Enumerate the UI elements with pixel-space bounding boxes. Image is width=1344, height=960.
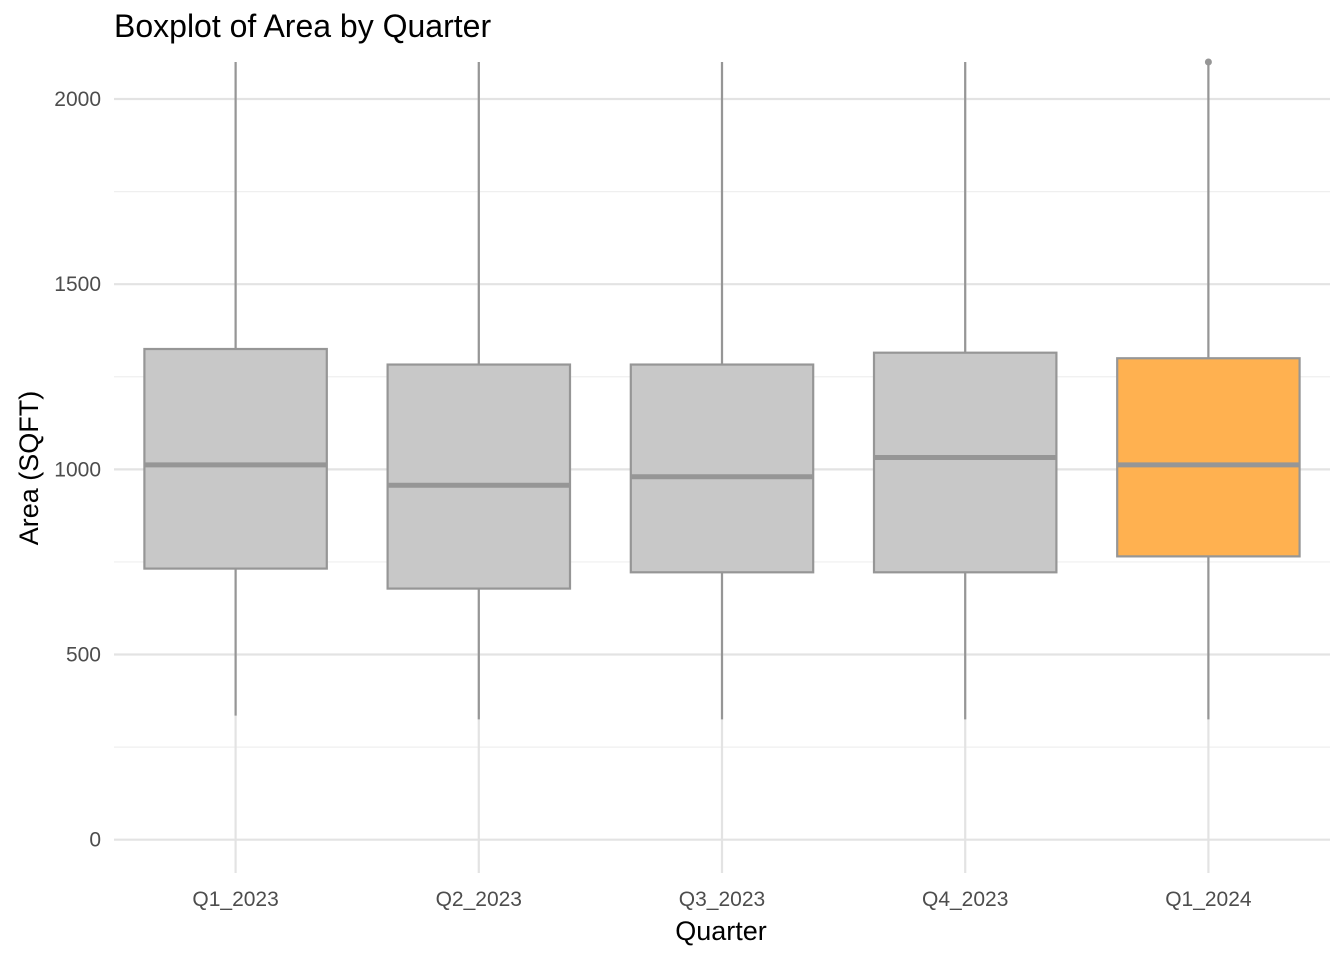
iqr-box — [872, 351, 1058, 574]
x-tick-label: Q2_2023 — [436, 888, 522, 911]
x-tick-label: Q1_2024 — [1165, 888, 1252, 911]
box-Q1_2024 — [1116, 58, 1301, 720]
iqr-box — [1116, 357, 1301, 558]
iqr-box — [386, 363, 572, 590]
y-tick-label: 1500 — [54, 273, 101, 296]
iqr-box — [629, 363, 815, 574]
chart-title: Boxplot of Area by Quarter — [114, 8, 492, 44]
boxes — [143, 58, 1301, 720]
x-tick-label: Q4_2023 — [922, 888, 1008, 911]
y-tick-label: 1000 — [54, 458, 101, 481]
x-tick-label: Q1_2023 — [192, 888, 278, 911]
x-tick-label: Q3_2023 — [679, 888, 765, 911]
y-tick-label: 500 — [66, 644, 101, 667]
y-tick-label: 2000 — [54, 88, 101, 111]
box-Q4_2023 — [872, 62, 1058, 720]
box-Q2_2023 — [386, 62, 572, 720]
y-tick-label: 0 — [89, 829, 101, 852]
outlier-point — [1204, 58, 1212, 66]
box-Q1_2023 — [143, 62, 328, 716]
box-Q3_2023 — [629, 62, 815, 720]
y-axis-title: Area (SQFT) — [14, 391, 44, 546]
x-axis-title: Quarter — [675, 916, 767, 946]
iqr-box — [143, 347, 328, 570]
axis-labels: 0 500 1000 1500 2000 Q1_2023 Q2_2023 Q3_2023 Q4_… — [54, 88, 1252, 911]
